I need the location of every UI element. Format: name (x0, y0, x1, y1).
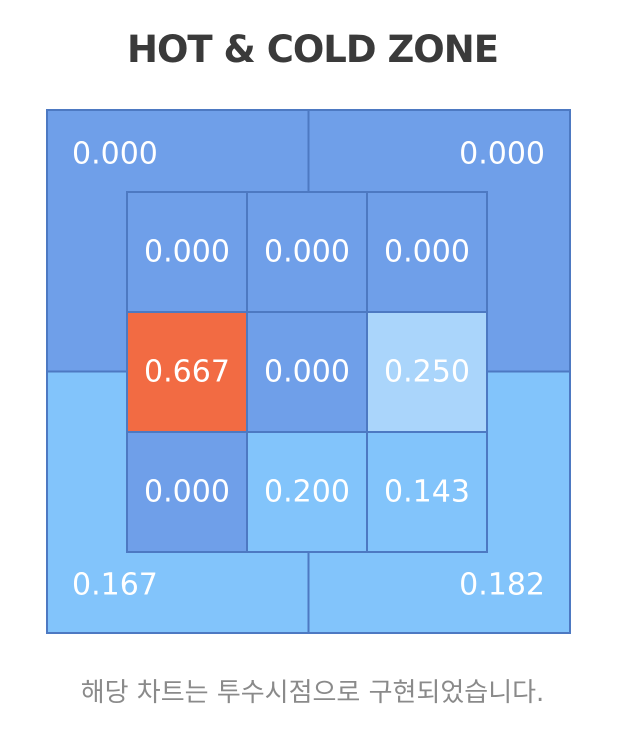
outer-label-bottom-right: 0.182 (459, 568, 545, 603)
outer-label-top-left: 0.000 (72, 137, 158, 172)
inner-label-r1-c1: 0.000 (144, 235, 230, 270)
chart-title: HOT & COLD ZONE (127, 28, 499, 71)
inner-label-r3-c1: 0.000 (144, 475, 230, 510)
inner-label-r1-c2: 0.000 (264, 235, 350, 270)
zone-chart-svg: 0.000 0.000 0.167 0.182 0.000 0.000 0.000 0.667… (46, 109, 571, 634)
inner-label-r2-c2: 0.000 (264, 355, 350, 390)
inner-label-r2-c1: 0.667 (144, 355, 230, 390)
inner-label-r2-c3: 0.250 (384, 355, 470, 390)
inner-zone-r3-c2 (246, 431, 368, 553)
hot-cold-zone-chart: 0.000 0.000 0.167 0.182 0.000 0.000 0.000 0.667… (46, 109, 571, 634)
inner-label-r3-c3: 0.143 (384, 475, 470, 510)
inner-zone-r1-c2 (246, 191, 368, 313)
outer-label-bottom-left: 0.167 (72, 568, 158, 603)
inner-zone-r2-c1 (126, 311, 248, 433)
chart-caption: 해당 차트는 투수시점으로 구현되었습니다. (80, 678, 545, 708)
inner-label-r1-c3: 0.000 (384, 235, 470, 270)
outer-label-top-right: 0.000 (459, 137, 545, 172)
inner-zone-r3-c3 (366, 431, 488, 553)
inner-label-r3-c2: 0.200 (264, 475, 350, 510)
inner-zone-r2-c3 (366, 311, 488, 433)
